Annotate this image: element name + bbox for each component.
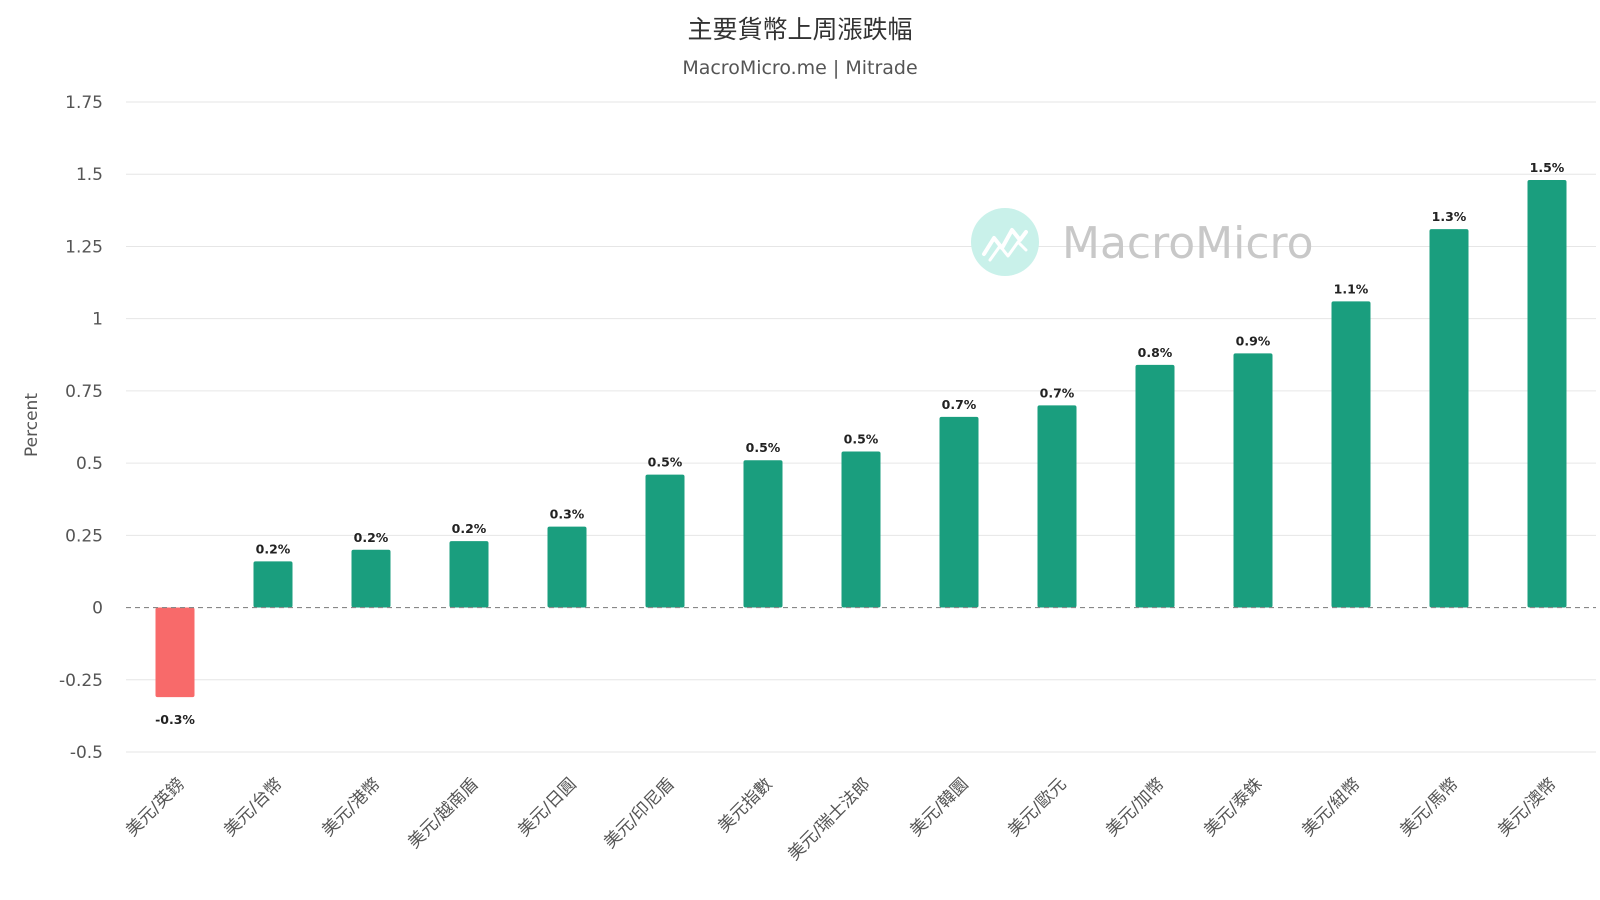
x-tick-label: 美元/歐元	[1004, 774, 1070, 840]
bar[interactable]	[351, 549, 391, 608]
y-axis-ticks: 1.75 1.5 1.25 1 0.75 0.5 0.25 0 -0.25 -0.5	[59, 93, 103, 763]
x-tick-label: 美元/加幣	[1102, 774, 1168, 840]
y-axis-label: Percent	[22, 393, 42, 457]
data-label: 0.8%	[1138, 345, 1173, 360]
data-label: 0.2%	[452, 521, 487, 536]
x-tick-label: 美元/英鎊	[122, 774, 188, 840]
gridlines	[126, 101, 1596, 753]
y-tick-label: 1	[92, 310, 103, 330]
data-labels: -0.3% 0.2% 0.2% 0.2% 0.3% 0.5% 0.5% 0.5% 0.7% 0.7…	[155, 160, 1565, 727]
watermark-chart-icon	[982, 228, 1028, 256]
watermark: MacroMicro	[971, 208, 1314, 276]
data-label: 1.5%	[1530, 160, 1565, 175]
bar[interactable]	[1037, 405, 1077, 608]
x-tick-label: 美元/紐幣	[1298, 774, 1364, 840]
data-label: 0.5%	[844, 432, 879, 447]
bar[interactable]	[1429, 229, 1469, 608]
data-label: 1.1%	[1334, 281, 1369, 296]
bar[interactable]	[547, 526, 587, 608]
x-tick-label: 美元/瑞士法郎	[784, 774, 874, 864]
bar[interactable]	[1527, 180, 1567, 608]
bar[interactable]	[1331, 301, 1371, 608]
x-tick-label: 美元指數	[714, 774, 776, 836]
data-label: 0.3%	[550, 507, 585, 522]
bar[interactable]	[645, 474, 685, 608]
data-label: 0.9%	[1236, 333, 1271, 348]
data-label: 0.7%	[1040, 385, 1075, 400]
x-tick-label: 美元/馬幣	[1396, 774, 1462, 840]
bar[interactable]	[743, 460, 783, 608]
y-tick-label: 0.5	[76, 454, 103, 474]
y-tick-label: 1.25	[65, 237, 103, 257]
x-axis-ticks: 美元/英鎊 美元/台幣 美元/港幣 美元/越南盾 美元/日圓 美元/印尼盾 美元指數 美元/瑞…	[122, 774, 1560, 864]
x-tick-label: 美元/台幣	[220, 774, 286, 840]
data-label: 0.2%	[354, 530, 389, 545]
bar[interactable]	[841, 451, 881, 608]
bar[interactable]	[155, 607, 195, 698]
x-tick-label: 美元/越南盾	[404, 774, 482, 852]
y-tick-label: -0.25	[59, 671, 103, 691]
y-tick-label: -0.5	[70, 743, 103, 763]
bar[interactable]	[939, 416, 979, 608]
chart-subtitle: MacroMicro.me | Mitrade	[682, 57, 917, 79]
y-tick-label: 0.25	[65, 526, 103, 546]
x-tick-label: 美元/日圓	[514, 774, 580, 840]
data-label: 0.2%	[256, 541, 291, 556]
bar[interactable]	[1135, 364, 1175, 608]
x-tick-label: 美元/澳幣	[1494, 774, 1560, 840]
bars	[155, 180, 1567, 698]
y-tick-label: 1.5	[76, 165, 103, 185]
watermark-chart-icon-secondary	[988, 240, 1028, 262]
bar[interactable]	[449, 541, 489, 608]
x-tick-label: 美元/泰銖	[1200, 774, 1266, 840]
data-label: 0.5%	[746, 440, 781, 455]
data-label: -0.3%	[155, 712, 195, 727]
x-tick-label: 美元/港幣	[318, 774, 384, 840]
bar[interactable]	[253, 561, 293, 608]
data-label: 0.5%	[648, 455, 683, 470]
watermark-text: MacroMicro	[1062, 218, 1314, 269]
y-tick-label: 0.75	[65, 382, 103, 402]
x-tick-label: 美元/印尼盾	[600, 774, 678, 852]
data-label: 0.7%	[942, 397, 977, 412]
y-tick-label: 0	[92, 599, 103, 619]
y-tick-label: 1.75	[65, 93, 103, 113]
data-label: 1.3%	[1432, 209, 1467, 224]
chart-title: 主要貨幣上周漲跌幅	[687, 15, 912, 44]
bar[interactable]	[1233, 353, 1273, 608]
x-tick-label: 美元/韓圜	[906, 774, 972, 840]
